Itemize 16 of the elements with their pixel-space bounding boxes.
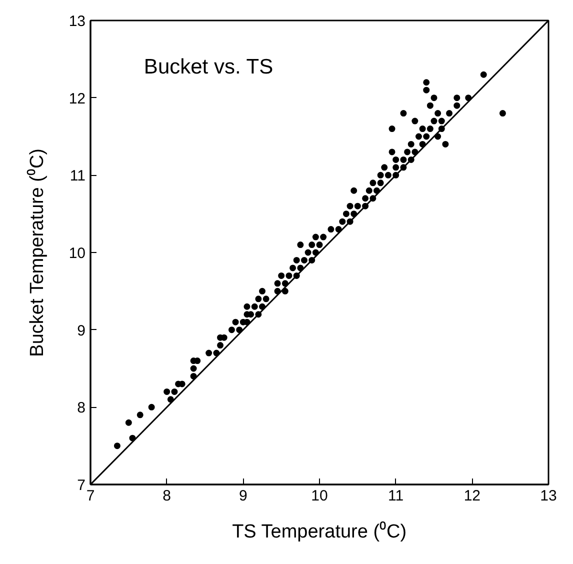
y-tick-label: 12 (68, 90, 86, 108)
x-tick-label: 12 (464, 488, 481, 504)
y-tick-label: 9 (77, 322, 86, 340)
y-tick-label: 8 (77, 400, 86, 417)
x-tick-label: 9 (238, 488, 248, 504)
x-axis-title: TS Temperature (⁰C) (232, 520, 407, 542)
y-tick-label: 11 (70, 168, 86, 185)
y-tick-label: 10 (68, 245, 86, 262)
y-tick-label: 7 (77, 477, 86, 494)
y-axis-title: Bucket Temperature (⁰C) (26, 148, 48, 357)
x-tick-label: 10 (311, 488, 328, 504)
y-tick-label: 13 (68, 13, 86, 30)
text: Bucket vs. TS (144, 55, 274, 78)
x-tick-label: 8 (162, 488, 172, 504)
x-tick-label: 11 (388, 488, 404, 504)
x-tick-label: 13 (540, 488, 557, 504)
